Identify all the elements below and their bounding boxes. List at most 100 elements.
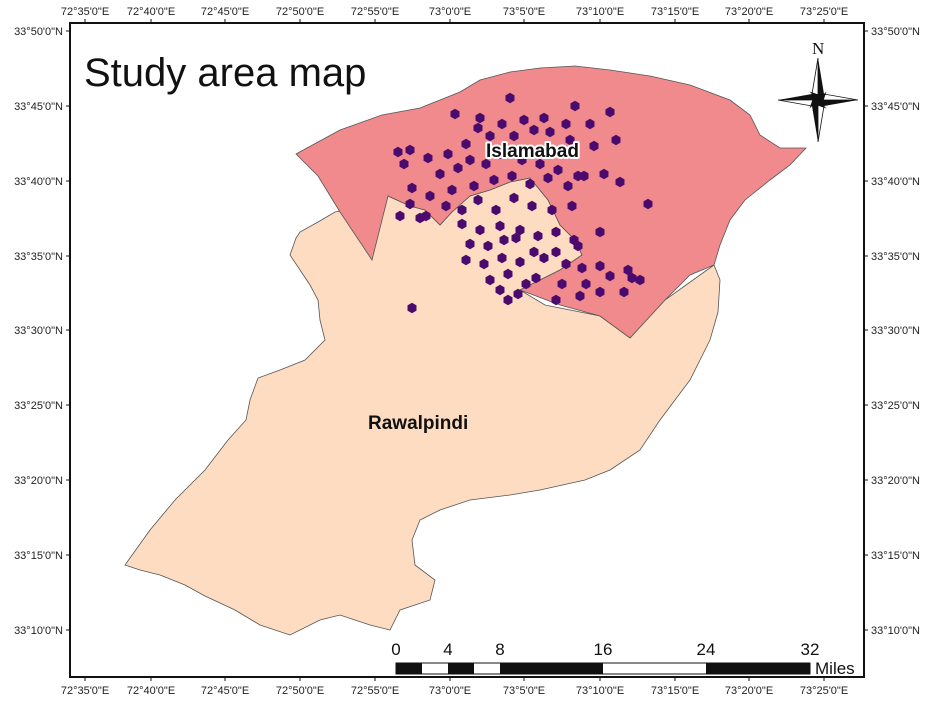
study-point [615, 176, 625, 188]
study-point [567, 200, 577, 212]
study-point [473, 194, 483, 206]
study-point [539, 252, 549, 264]
islamabad-label-halo: Islamabad [486, 141, 579, 162]
lon-label-top: 72°40'0"E [127, 6, 175, 18]
study-point [570, 100, 580, 112]
study-point [495, 284, 505, 296]
study-point [457, 218, 467, 230]
study-point [483, 240, 493, 252]
study-point [573, 240, 583, 252]
lon-label-bottom: 72°35'0"E [61, 685, 109, 697]
study-point [521, 278, 531, 290]
study-point [529, 246, 539, 258]
lat-label-right: 33°10'0"N [871, 625, 920, 637]
study-point [399, 158, 409, 170]
lat-label-left: 33°50'0"N [14, 26, 63, 38]
study-point [405, 144, 415, 156]
study-point [425, 190, 435, 202]
study-point [619, 286, 629, 298]
study-point [519, 114, 529, 126]
lat-label-right: 33°25'0"N [871, 400, 920, 412]
lon-label-top: 73°20'0"E [725, 6, 773, 18]
study-point [435, 168, 445, 180]
study-point [509, 192, 519, 204]
study-point [405, 198, 415, 210]
lon-label-top: 72°45'0"E [201, 6, 249, 18]
rawalpindi-label: Rawalpindi [368, 413, 468, 434]
study-point [511, 232, 521, 244]
lon-label-bottom: 73°5'0"E [503, 685, 545, 697]
study-point [475, 112, 485, 124]
study-point [465, 238, 475, 250]
scale-unit-label: Miles [815, 659, 855, 678]
study-point [415, 212, 425, 224]
lat-label-left: 33°15'0"N [14, 550, 63, 562]
study-point [450, 108, 460, 120]
map-title: Study area map [84, 51, 366, 95]
study-point [407, 302, 417, 314]
study-point [553, 164, 563, 176]
study-point [547, 204, 557, 216]
study-point [495, 220, 505, 232]
study-point [563, 180, 573, 192]
study-point [497, 118, 507, 130]
scale-label-4: 4 [443, 640, 452, 659]
study-point [557, 278, 567, 290]
lon-label-bottom: 73°10'0"E [576, 685, 624, 697]
lat-label-left: 33°35'0"N [14, 251, 63, 263]
study-point [605, 106, 615, 118]
study-point [579, 170, 589, 182]
study-point [481, 158, 491, 170]
study-point [499, 234, 509, 246]
lon-label-top: 73°5'0"E [503, 6, 545, 18]
lon-label-bottom: 72°55'0"E [351, 685, 399, 697]
study-point [551, 246, 561, 258]
study-point [497, 252, 507, 264]
study-point [611, 134, 621, 146]
study-point [527, 200, 537, 212]
study-point [627, 272, 637, 284]
study-point [539, 112, 549, 124]
study-point [535, 158, 545, 170]
study-point [565, 134, 575, 146]
scale-label-8: 8 [495, 640, 504, 659]
study-point [517, 154, 527, 166]
lat-label-right: 33°40'0"N [871, 176, 920, 188]
study-point [643, 198, 653, 210]
lon-label-top: 72°50'0"E [276, 6, 324, 18]
study-point [443, 148, 453, 160]
lat-label-right: 33°45'0"N [871, 101, 920, 113]
study-point [581, 278, 591, 290]
study-point [485, 130, 495, 142]
lon-label-top: 73°0'0"E [429, 6, 471, 18]
lat-label-left: 33°10'0"N [14, 625, 63, 637]
lon-label-bottom: 73°20'0"E [725, 685, 773, 697]
study-point [551, 294, 561, 306]
study-point [561, 118, 571, 130]
scale-label-32: 32 [801, 640, 820, 659]
study-point [531, 272, 541, 284]
lat-label-right: 33°50'0"N [871, 26, 920, 38]
study-point [509, 130, 519, 142]
north-label: N [812, 39, 824, 58]
lat-label-right: 33°35'0"N [871, 251, 920, 263]
lon-label-bottom: 73°15'0"E [651, 685, 699, 697]
study-point [475, 224, 485, 236]
study-point [407, 182, 417, 194]
study-point [635, 274, 645, 286]
study-point [441, 200, 451, 212]
study-point [465, 154, 475, 166]
study-point [447, 184, 457, 196]
study-point [453, 162, 463, 174]
study-point [533, 230, 543, 242]
lat-label-left: 33°40'0"N [14, 176, 63, 188]
study-point [393, 146, 403, 158]
study-point [503, 294, 513, 306]
study-point [479, 258, 489, 270]
study-point [503, 268, 513, 280]
study-point [543, 172, 553, 184]
scale-label-0: 0 [391, 640, 400, 659]
study-point [473, 122, 483, 134]
